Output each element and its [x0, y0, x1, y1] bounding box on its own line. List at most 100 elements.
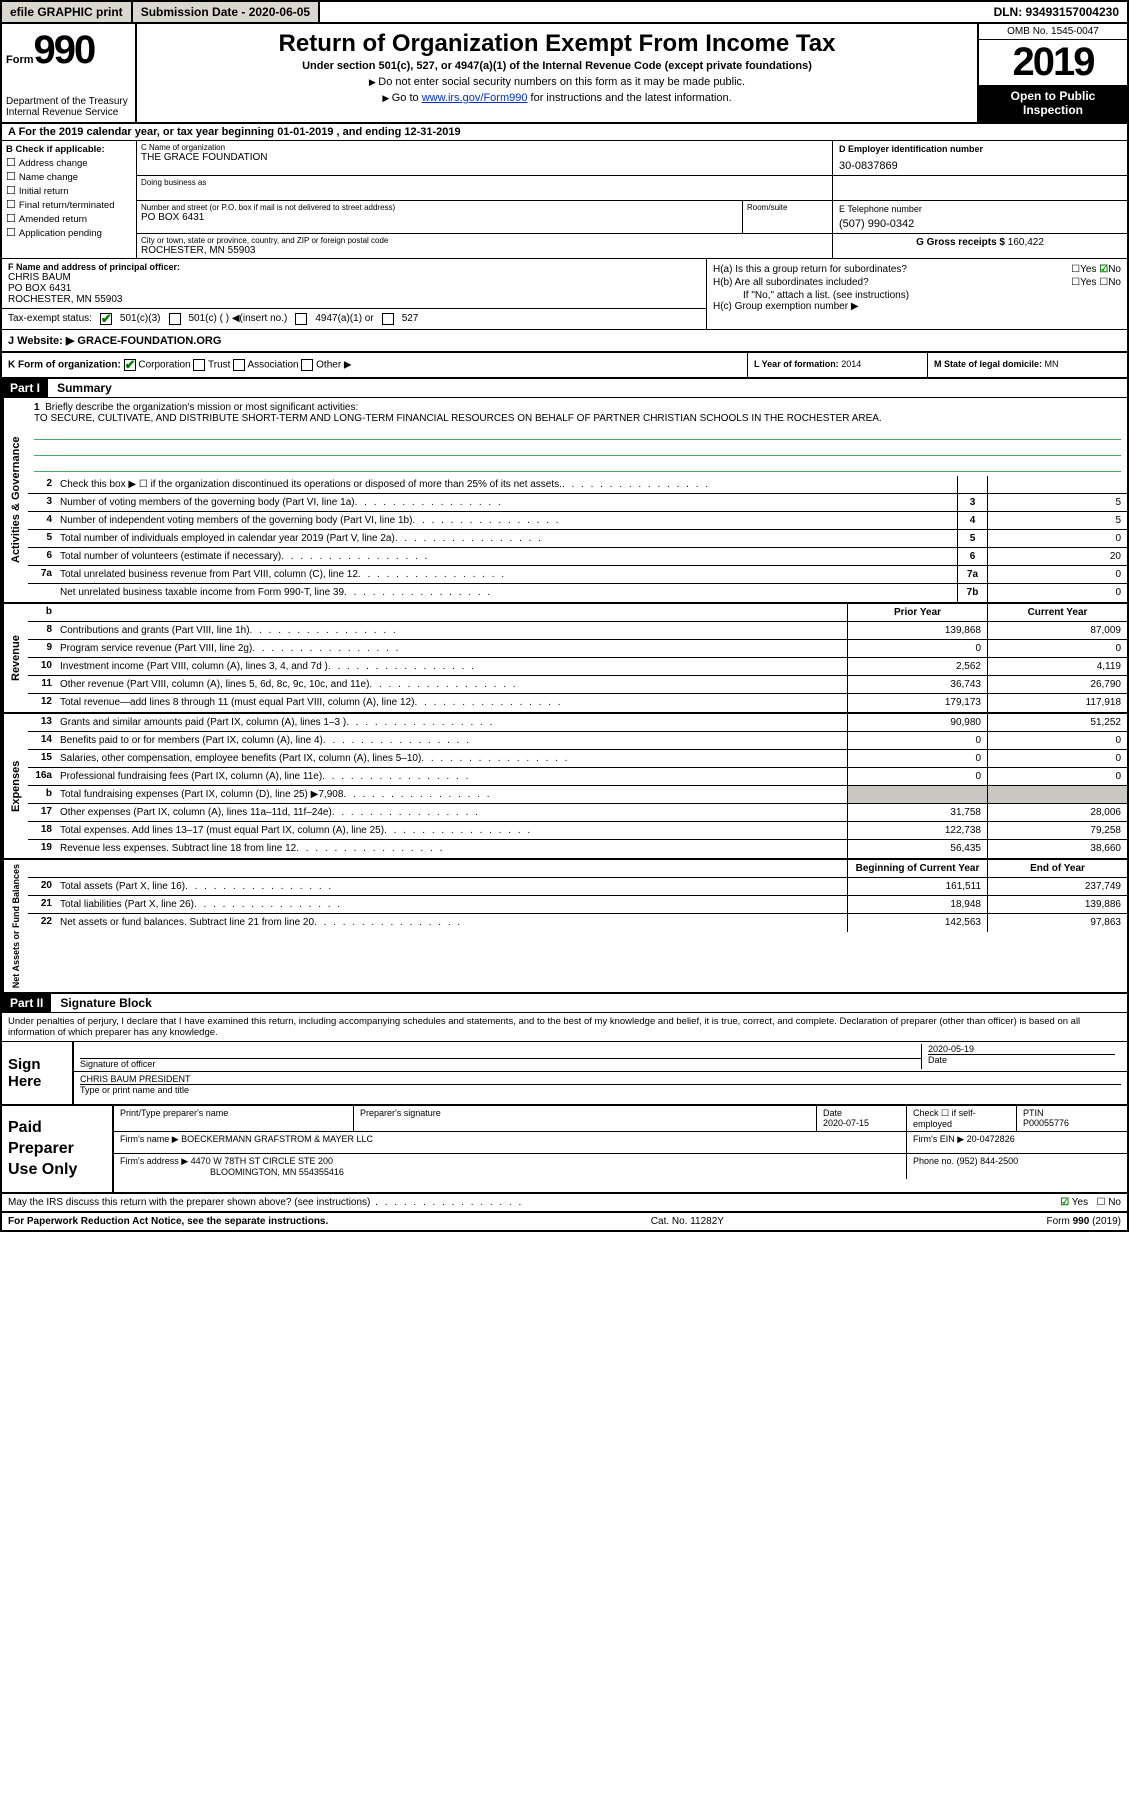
line-21: 21 Total liabilities (Part X, line 26) 1…: [28, 896, 1127, 914]
period-row: A For the 2019 calendar year, or tax yea…: [2, 124, 1127, 141]
chk-trust[interactable]: [193, 359, 205, 371]
prior-year-header: Prior Year: [847, 604, 987, 621]
line-13: 13 Grants and similar amounts paid (Part…: [28, 714, 1127, 732]
phone-value: (507) 990-0342: [839, 218, 1121, 230]
chk-527[interactable]: [382, 313, 394, 325]
mission-text: TO SECURE, CULTIVATE, AND DISTRIBUTE SHO…: [34, 413, 882, 424]
form-subtitle: Under section 501(c), 527, or 4947(a)(1)…: [145, 60, 969, 72]
ptin: PTINP00055776: [1017, 1106, 1127, 1131]
sign-here-label: Sign Here: [2, 1042, 72, 1104]
box-b-label: B Check if applicable:: [6, 144, 132, 155]
footer-mid: Cat. No. 11282Y: [651, 1216, 724, 1227]
officer-signature[interactable]: Signature of officer: [80, 1044, 921, 1069]
self-employed[interactable]: Check ☐ if self-employed: [907, 1106, 1017, 1131]
checkbox-address-change[interactable]: Address change: [6, 156, 132, 169]
side-rev: Revenue: [2, 604, 28, 712]
org-name-label: C Name of organization: [141, 143, 828, 152]
prep-sig-lbl: Preparer's signature: [354, 1106, 817, 1131]
checkbox-application-pending[interactable]: Application pending: [6, 226, 132, 239]
box-f: F Name and address of principal officer:…: [2, 259, 706, 309]
form-container: efile GRAPHIC print Submission Date - 20…: [0, 0, 1129, 1232]
efile-label[interactable]: efile GRAPHIC print: [2, 2, 133, 22]
checkbox-name-change[interactable]: Name change: [6, 170, 132, 183]
box-klm: K Form of organization: Corporation Trus…: [2, 353, 1127, 379]
footer-left: For Paperwork Reduction Act Notice, see …: [8, 1216, 328, 1227]
col-header-row2: Beginning of Current Year End of Year: [28, 860, 1127, 878]
section-fh: F Name and address of principal officer:…: [2, 259, 1127, 330]
chk-4947[interactable]: [295, 313, 307, 325]
chk-other[interactable]: [301, 359, 313, 371]
side-net: Net Assets or Fund Balances: [2, 860, 28, 992]
box-h: H(a) Is this a group return for subordin…: [707, 259, 1127, 329]
header-right: OMB No. 1545-0047 2019 Open to Public In…: [977, 24, 1127, 122]
tax-status-row: Tax-exempt status: 501(c)(3) 501(c) ( ) …: [2, 309, 706, 329]
line-10: 10 Investment income (Part VIII, column …: [28, 658, 1127, 676]
tax-year: 2019: [979, 40, 1127, 85]
prep-date: Date2020-07-15: [817, 1106, 907, 1131]
line-7b: Net unrelated business taxable income fr…: [28, 584, 1127, 602]
col-header-row: b Prior Year Current Year: [28, 604, 1127, 622]
line-6: 6 Total number of volunteers (estimate i…: [28, 548, 1127, 566]
city-label: City or town, state or province, country…: [141, 236, 828, 245]
irs-discuss-row: May the IRS discuss this return with the…: [2, 1194, 1127, 1213]
penalty-declaration: Under penalties of perjury, I declare th…: [2, 1013, 1127, 1042]
website-value[interactable]: GRACE-FOUNDATION.ORG: [77, 335, 221, 347]
chk-corp[interactable]: [124, 359, 136, 371]
note-ssn: Do not enter social security numbers on …: [145, 76, 969, 88]
line-3: 3 Number of voting members of the govern…: [28, 494, 1127, 512]
addr-value: PO BOX 6431: [141, 212, 738, 223]
part2-header: Part II Signature Block: [2, 994, 1127, 1013]
irs-link[interactable]: www.irs.gov/Form990: [422, 92, 528, 104]
line-4: 4 Number of independent voting members o…: [28, 512, 1127, 530]
line-22: 22 Net assets or fund balances. Subtract…: [28, 914, 1127, 932]
department: Department of the Treasury Internal Reve…: [6, 96, 131, 118]
box-b: B Check if applicable: Address changeNam…: [2, 141, 137, 258]
current-year-header: Current Year: [987, 604, 1127, 621]
net-assets-section: Net Assets or Fund Balances Beginning of…: [2, 860, 1127, 994]
line-20: 20 Total assets (Part X, line 16) 161,51…: [28, 878, 1127, 896]
expenses-section: Expenses 13 Grants and similar amounts p…: [2, 714, 1127, 860]
line-19: 19 Revenue less expenses. Subtract line …: [28, 840, 1127, 858]
sign-here-section: Sign Here Signature of officer 2020-05-1…: [2, 1042, 1127, 1106]
chk-501c3[interactable]: [100, 313, 112, 325]
city-value: ROCHESTER, MN 55903: [141, 245, 828, 256]
firm-addr: Firm's address ▶ 4470 W 78TH ST CIRCLE S…: [114, 1154, 907, 1179]
mission-block: 1 Briefly describe the organization's mi…: [28, 398, 1127, 476]
part1-header: Part I Summary: [2, 379, 1127, 398]
box-l: L Year of formation: 2014: [747, 353, 927, 377]
checkbox-initial-return[interactable]: Initial return: [6, 184, 132, 197]
note-link: Go to www.irs.gov/Form990 for instructio…: [145, 92, 969, 104]
line-16a: 16a Professional fundraising fees (Part …: [28, 768, 1127, 786]
header-left: Form990 Department of the Treasury Inter…: [2, 24, 137, 122]
inspection-notice: Open to Public Inspection: [979, 85, 1127, 122]
suite-label: Room/suite: [742, 201, 832, 233]
form-number: Form990: [6, 28, 131, 73]
box-j: J Website: ▶ GRACE-FOUNDATION.ORG: [2, 330, 1127, 353]
line-2: 2 Check this box ▶ ☐ if the organization…: [28, 476, 1127, 494]
line-b: b Total fundraising expenses (Part IX, c…: [28, 786, 1127, 804]
officer-name: CHRIS BAUM PRESIDENT Type or print name …: [80, 1074, 1121, 1098]
firm-ein: Firm's EIN ▶ 20-0472826: [907, 1132, 1127, 1153]
form-title: Return of Organization Exempt From Incom…: [145, 30, 969, 58]
dln: DLN: 93493157004230: [986, 2, 1127, 22]
section-bcdefg: B Check if applicable: Address changeNam…: [2, 141, 1127, 259]
side-ag: Activities & Governance: [2, 398, 28, 602]
checkbox-amended-return[interactable]: Amended return: [6, 212, 132, 225]
dba-label: Doing business as: [141, 178, 828, 187]
box-k: K Form of organization: Corporation Trus…: [2, 353, 747, 377]
prep-name-lbl: Print/Type preparer's name: [114, 1106, 354, 1131]
box-m: M State of legal domicile: MN: [927, 353, 1127, 377]
gross-receipts: G Gross receipts $ 160,422: [833, 234, 1127, 251]
chk-501c[interactable]: [169, 313, 181, 325]
header: Form990 Department of the Treasury Inter…: [2, 24, 1127, 124]
end-year-header: End of Year: [987, 860, 1127, 877]
checkbox-final-return-terminated[interactable]: Final return/terminated: [6, 198, 132, 211]
footer-right: Form 990 (2019): [1047, 1216, 1121, 1227]
top-bar: efile GRAPHIC print Submission Date - 20…: [2, 2, 1127, 24]
line-15: 15 Salaries, other compensation, employe…: [28, 750, 1127, 768]
line-14: 14 Benefits paid to or for members (Part…: [28, 732, 1127, 750]
line-17: 17 Other expenses (Part IX, column (A), …: [28, 804, 1127, 822]
phone-label: E Telephone number: [839, 204, 1121, 214]
chk-assoc[interactable]: [233, 359, 245, 371]
firm-name: Firm's name ▶ BOECKERMANN GRAFSTROM & MA…: [114, 1132, 907, 1153]
